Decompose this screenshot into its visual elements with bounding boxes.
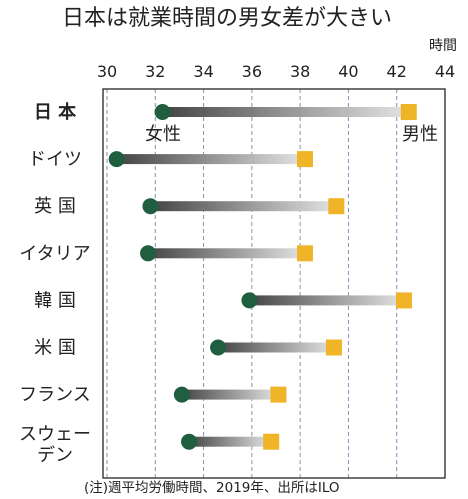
- category-label-line: デン: [37, 445, 73, 466]
- female-circle-marker: [241, 292, 258, 309]
- female-circle-marker: [142, 198, 159, 215]
- female-circle-marker: [210, 339, 227, 356]
- row-1: ドイツ: [28, 149, 313, 170]
- male-square-marker: [400, 104, 417, 120]
- gap-bar: [162, 107, 409, 117]
- male-square-marker: [263, 433, 280, 450]
- category-label: 英 国: [34, 196, 76, 217]
- x-tick-label-44: 44: [435, 62, 455, 81]
- male-square-marker: [270, 386, 287, 403]
- category-label-line: イタリア: [19, 243, 90, 264]
- category-label-line: ドイツ: [28, 149, 82, 170]
- chart-title: 日本は就業時間の男女差が大きい: [62, 6, 392, 31]
- male-square-marker: [395, 292, 412, 309]
- female-circle-marker: [140, 245, 157, 262]
- gap-bar: [116, 154, 305, 165]
- female-circle-marker: [173, 386, 190, 403]
- source-note: (注)週平均労働時間、2019年、出所はILO: [84, 480, 340, 496]
- category-label-line: 米 国: [34, 338, 76, 359]
- row-0: 日 本: [34, 101, 417, 123]
- plot-frame: [102, 88, 446, 479]
- female-circle-marker: [181, 433, 198, 450]
- category-label: 韓 国: [34, 290, 76, 311]
- gap-bar: [181, 389, 279, 400]
- male-square-marker: [296, 151, 313, 168]
- category-label-line: フランス: [19, 385, 91, 406]
- male-square-marker: [296, 245, 313, 262]
- gap-bar: [218, 342, 334, 353]
- female-circle-marker: [154, 104, 171, 120]
- gap-bar: [150, 201, 337, 212]
- category-label: 日 本: [34, 101, 76, 123]
- x-tick-label-30: 30: [97, 62, 117, 81]
- legend-female: 女性: [145, 124, 181, 145]
- x-tick-label-36: 36: [242, 62, 262, 81]
- row-6: フランス: [19, 385, 287, 406]
- unit-label: 時間: [429, 38, 457, 54]
- row-2: 英 国: [34, 196, 345, 217]
- category-label-line: スウェー: [19, 424, 91, 445]
- x-tick-label-32: 32: [145, 62, 165, 81]
- grid-lines: [106, 89, 398, 478]
- category-label: イタリア: [19, 243, 90, 264]
- gap-bar: [249, 295, 404, 306]
- category-label-line: 英 国: [34, 196, 76, 217]
- x-tick-label-38: 38: [290, 62, 310, 81]
- category-label-line: 日 本: [34, 101, 76, 123]
- x-tick-label-40: 40: [338, 62, 358, 81]
- category-label: ドイツ: [28, 149, 82, 170]
- row-4: 韓 国: [34, 290, 412, 311]
- row-3: イタリア: [19, 243, 313, 264]
- male-square-marker: [328, 198, 345, 215]
- male-square-marker: [325, 339, 342, 356]
- x-tick-label-34: 34: [193, 62, 213, 81]
- category-label: 米 国: [34, 338, 76, 359]
- x-tick-labels: 30 32 34 36 38 40 42 44: [97, 62, 455, 81]
- gap-bar: [189, 436, 272, 447]
- category-label-line: 韓 国: [34, 290, 76, 311]
- row-5: 米 国: [34, 338, 342, 359]
- legend-male: 男性: [402, 124, 438, 145]
- female-circle-marker: [108, 151, 125, 168]
- x-tick-label-42: 42: [387, 62, 407, 81]
- gap-bar: [148, 248, 305, 259]
- category-label: フランス: [19, 385, 91, 406]
